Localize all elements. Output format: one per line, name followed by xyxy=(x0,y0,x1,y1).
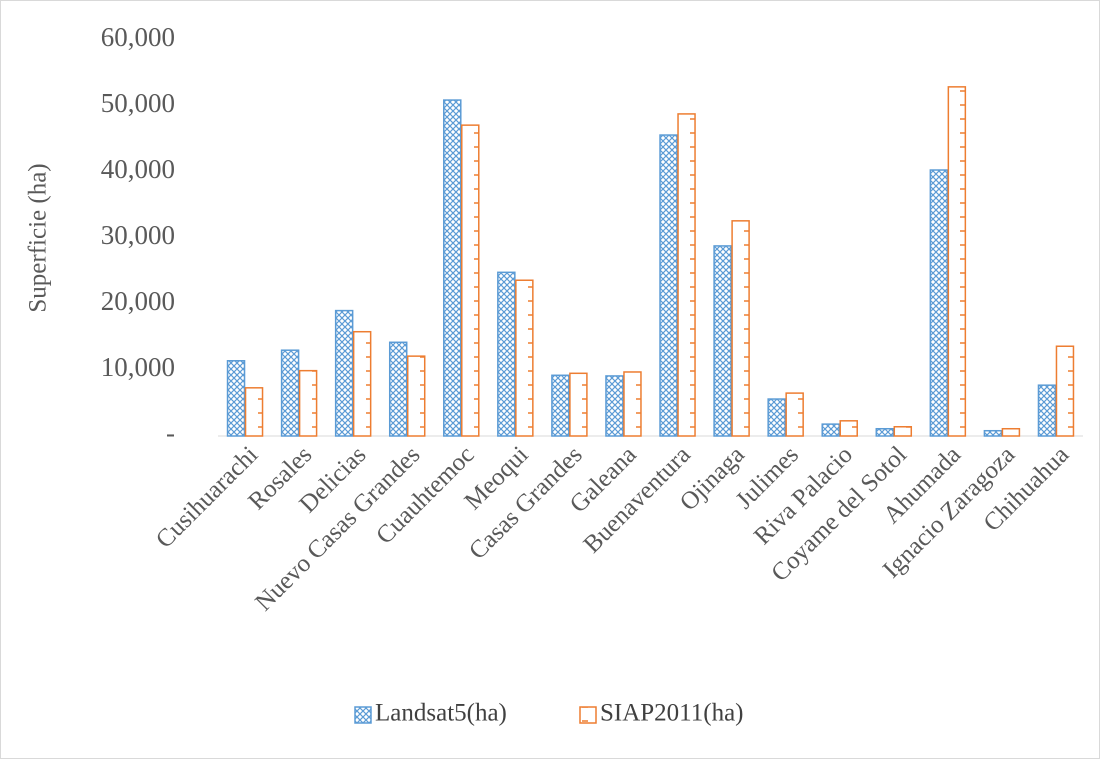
y-tick-label: 20,000 xyxy=(101,286,175,316)
y-axis-title: Superficie (ha) xyxy=(25,163,52,312)
bar xyxy=(406,355,426,437)
bar xyxy=(461,124,480,437)
legend-label: Landsat5(ha) xyxy=(375,700,507,727)
bar xyxy=(1055,345,1075,437)
bar xyxy=(244,387,264,437)
bar xyxy=(388,341,408,437)
bar xyxy=(569,372,588,437)
bar xyxy=(443,99,462,437)
bar xyxy=(605,375,624,437)
bar xyxy=(298,369,318,437)
bar xyxy=(893,426,913,437)
bar xyxy=(1001,427,1021,437)
y-tick-label: 40,000 xyxy=(101,154,175,184)
bar xyxy=(821,423,840,437)
bar xyxy=(623,371,642,437)
y-tick-label: 10,000 xyxy=(101,352,175,382)
bar xyxy=(352,330,372,437)
bar xyxy=(713,245,732,437)
bar xyxy=(677,113,696,437)
bar xyxy=(731,220,750,437)
bar xyxy=(947,86,967,437)
bar xyxy=(839,420,858,437)
bar xyxy=(551,374,570,437)
bar xyxy=(497,271,516,437)
bar xyxy=(983,429,1003,437)
bar xyxy=(875,427,895,437)
y-tick-label: 30,000 xyxy=(101,220,175,250)
y-tick-label: - xyxy=(166,418,175,448)
bar xyxy=(929,169,949,437)
y-tick-label: 60,000 xyxy=(101,22,175,52)
bar xyxy=(659,134,678,437)
legend-label: SIAP2011(ha) xyxy=(600,700,744,727)
bar xyxy=(785,392,804,437)
legend-swatch xyxy=(354,706,372,724)
bar xyxy=(515,279,534,437)
bar xyxy=(767,398,786,437)
bar xyxy=(280,349,300,437)
y-tick-label: 50,000 xyxy=(101,88,175,118)
bar xyxy=(226,360,246,437)
bar xyxy=(334,309,354,437)
bar xyxy=(1037,384,1057,437)
legend-swatch xyxy=(579,706,597,724)
